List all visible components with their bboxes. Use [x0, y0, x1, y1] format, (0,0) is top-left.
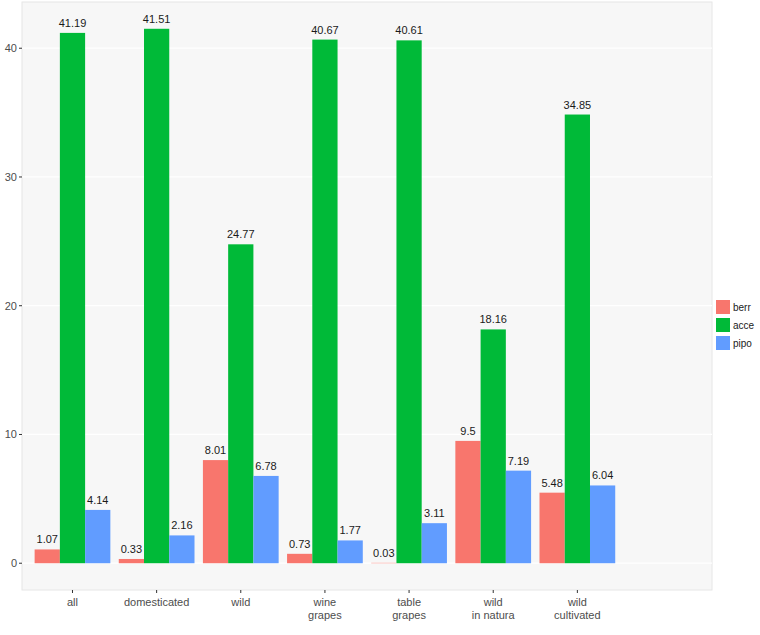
data-label: 8.01 [205, 444, 226, 456]
bar [371, 562, 396, 563]
x-tick-line: wild [483, 596, 503, 608]
bar [228, 244, 253, 563]
tick-mark [409, 590, 410, 593]
grid-line [22, 176, 712, 177]
data-label: 40.67 [311, 24, 339, 36]
data-label: 24.77 [227, 228, 255, 240]
tick-mark [240, 590, 241, 593]
data-labels: 1.07 0.33 8.01 0.73 0.03 9.5 5.48 41.19 41.51 24.… [37, 13, 614, 559]
x-tick-line: in natura [472, 609, 516, 621]
bar [203, 460, 228, 563]
x-tick-line: cultivated [554, 609, 600, 621]
chart: 010203040alldomesticatedwildwinegrapesta… [0, 0, 760, 635]
tick-mark [19, 563, 22, 564]
x-tick-label: wildin natura [472, 596, 516, 621]
legend-key [716, 300, 730, 314]
bar [422, 523, 447, 563]
bar [119, 559, 144, 563]
x-tick-line: wild [567, 596, 587, 608]
legend-label: pipo [733, 338, 752, 349]
x-tick-label: domesticated [124, 596, 189, 608]
data-label: 34.85 [564, 99, 592, 111]
y-tick-label: 40 [5, 42, 17, 54]
data-label: 1.07 [37, 533, 58, 545]
data-label: 5.48 [541, 477, 562, 489]
bar [540, 493, 565, 564]
x-tick-line: wine [313, 596, 337, 608]
data-label: 18.16 [479, 313, 507, 325]
data-label: 41.51 [143, 13, 171, 25]
tick-mark [493, 590, 494, 593]
bar [506, 471, 531, 564]
legend-key [716, 318, 730, 332]
data-label: 0.73 [289, 538, 310, 550]
x-tick-label: all [67, 596, 78, 608]
data-label: 41.19 [59, 17, 87, 29]
bar [455, 441, 480, 563]
tick-mark [324, 590, 325, 593]
grid-line [22, 305, 712, 306]
bar [312, 40, 337, 564]
bar [287, 554, 312, 563]
y-tick-label: 10 [5, 428, 17, 440]
data-label: 0.33 [121, 543, 142, 555]
grid-line [22, 48, 712, 49]
tick-mark [19, 176, 22, 177]
tick-mark [72, 590, 73, 593]
tick-mark [577, 590, 578, 593]
bar [396, 40, 421, 563]
legend-label: acce [733, 320, 755, 331]
bar [60, 33, 85, 563]
x-tick-line: all [67, 596, 78, 608]
tick-mark [19, 434, 22, 435]
bar [35, 549, 60, 563]
legend-key [716, 336, 730, 350]
data-label: 2.16 [171, 519, 192, 531]
plot-frame [22, 2, 712, 590]
legend: berr acce pipo [716, 300, 755, 350]
tick-mark [156, 590, 157, 593]
y-tick-label: 0 [11, 557, 17, 569]
data-label: 4.14 [87, 494, 108, 506]
grid-line [22, 434, 712, 435]
x-tick-line: grapes [392, 609, 426, 621]
x-tick-label: tablegrapes [392, 596, 426, 621]
bar [590, 485, 615, 563]
bar [85, 510, 110, 563]
x-tick-label: winegrapes [308, 596, 342, 621]
bar [144, 29, 169, 563]
data-label: 40.61 [395, 24, 423, 36]
data-label: 1.77 [339, 524, 360, 536]
tick-mark [19, 48, 22, 49]
data-label: 0.03 [373, 547, 394, 559]
bar [565, 115, 590, 564]
x-tick-line: table [397, 596, 421, 608]
x-tick-label: wildcultivated [554, 596, 600, 621]
data-label: 9.5 [460, 425, 475, 437]
x-tick-line: domesticated [124, 596, 189, 608]
y-tick-label: 30 [5, 171, 17, 183]
bar [481, 329, 506, 563]
x-tick-line: grapes [308, 609, 342, 621]
bars [35, 29, 616, 563]
data-label: 7.19 [508, 455, 529, 467]
x-tick-line: wild [230, 596, 250, 608]
bar [338, 540, 363, 563]
legend-label: berr [733, 302, 751, 313]
tick-mark [19, 305, 22, 306]
y-tick-label: 20 [5, 300, 17, 312]
bar [169, 535, 194, 563]
data-label: 3.11 [424, 507, 445, 519]
data-label: 6.04 [592, 469, 613, 481]
data-label: 6.78 [255, 460, 276, 472]
bar [253, 476, 278, 563]
x-tick-label: wild [230, 596, 250, 608]
